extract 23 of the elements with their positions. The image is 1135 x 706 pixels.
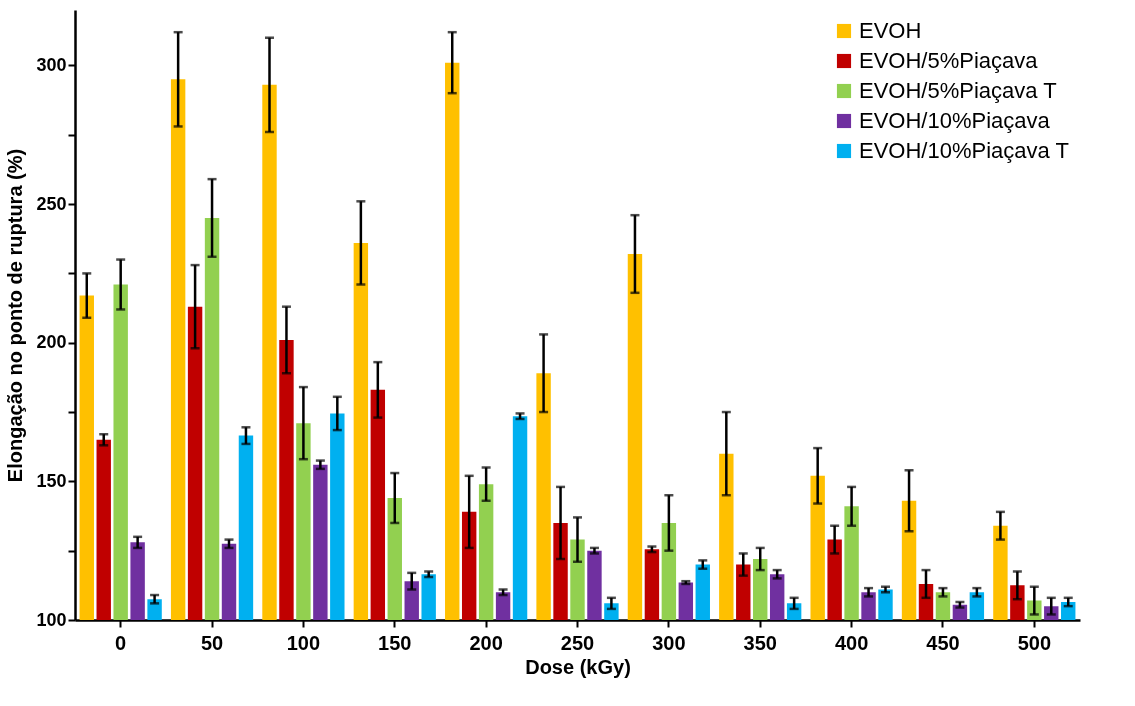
x-tick-label: 500 bbox=[1017, 631, 1052, 654]
y-tick-label: 250 bbox=[36, 193, 67, 214]
x-tick-label: 250 bbox=[560, 631, 595, 654]
x-tick-label: 0 bbox=[115, 631, 127, 654]
x-tick-label: 50 bbox=[200, 631, 224, 654]
legend-label: EVOH/5%Piaçava bbox=[859, 48, 1039, 73]
x-tick-label: 350 bbox=[743, 631, 777, 654]
x-tick-label: 450 bbox=[926, 631, 960, 654]
legend-label: EVOH/5%Piaçava T bbox=[859, 78, 1057, 103]
y-tick-label: 100 bbox=[36, 609, 67, 630]
y-tick-label: 300 bbox=[36, 54, 67, 75]
y-tick-label: 200 bbox=[36, 332, 67, 353]
x-tick-label: 200 bbox=[469, 631, 503, 654]
x-tick-label: 100 bbox=[286, 631, 321, 654]
x-tick-label: 400 bbox=[834, 631, 869, 654]
y-axis-title: Elongação no ponto de ruptura (%) bbox=[4, 148, 27, 483]
x-tick-label: 150 bbox=[378, 631, 412, 654]
legend-label: EVOH/10%Piaçava bbox=[859, 108, 1051, 133]
legend-label: EVOH/10%Piaçava T bbox=[859, 138, 1069, 163]
x-tick-label: 300 bbox=[652, 631, 686, 654]
x-axis-title: Dose (kGy) bbox=[525, 655, 631, 678]
y-tick-label: 150 bbox=[36, 470, 67, 491]
legend-label: EVOH bbox=[859, 18, 922, 43]
